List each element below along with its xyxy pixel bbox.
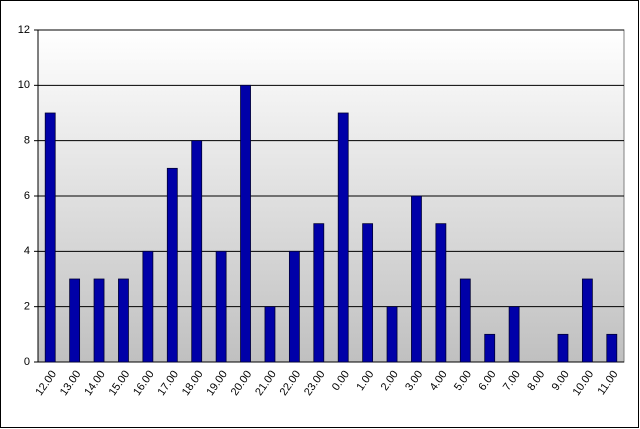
bar — [166, 167, 178, 363]
y-tick-label: 0 — [24, 356, 30, 368]
bar — [411, 195, 422, 363]
bar — [142, 250, 154, 363]
bar — [386, 306, 398, 363]
bar — [44, 112, 56, 363]
bar — [93, 278, 105, 363]
y-tick-label: 10 — [18, 79, 30, 91]
bar — [557, 333, 569, 363]
bar — [240, 84, 251, 363]
bar — [288, 250, 300, 363]
bar — [264, 306, 276, 363]
bar — [581, 278, 593, 363]
bar — [118, 278, 129, 363]
bar — [508, 306, 520, 363]
y-tick-label: 12 — [18, 24, 30, 36]
bar — [215, 250, 227, 363]
y-tick-label: 8 — [24, 135, 30, 147]
y-tick-label: 4 — [24, 245, 30, 257]
bar — [69, 278, 81, 363]
bar — [459, 278, 471, 363]
bar — [435, 223, 447, 363]
y-tick-label: 6 — [24, 190, 30, 202]
bar — [191, 140, 203, 363]
y-tick-label: 2 — [24, 301, 30, 313]
bar — [606, 333, 618, 363]
bar — [484, 333, 496, 363]
bar — [337, 112, 349, 363]
bar — [313, 223, 325, 363]
bar — [362, 223, 374, 363]
